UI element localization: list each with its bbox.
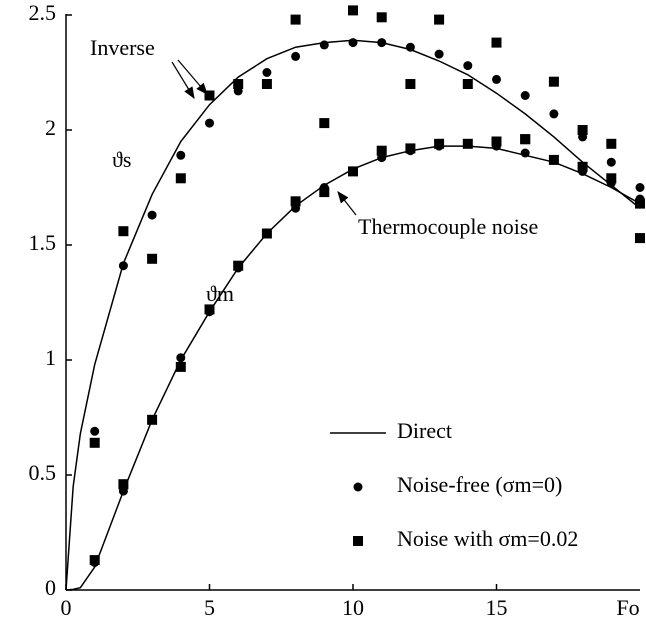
noisy-point	[147, 253, 158, 264]
noise-free-point	[635, 183, 645, 192]
noise-free-point	[176, 150, 186, 160]
noisy-point	[89, 437, 100, 448]
noisy-point	[635, 233, 645, 244]
noise-free-point	[147, 210, 157, 220]
noisy-point	[405, 143, 416, 154]
curve-label: ϑs	[112, 147, 131, 172]
noise-free-point	[291, 51, 301, 61]
noise-free-point	[549, 109, 559, 119]
noisy-point	[261, 79, 272, 89]
y-tick-label: 2	[45, 115, 56, 140]
noise-free-point	[118, 261, 128, 271]
noisy-point	[434, 138, 445, 149]
noisy-point	[577, 161, 588, 172]
y-tick-label: 1	[45, 345, 56, 370]
y-tick-label: 0	[45, 575, 56, 600]
noisy-point	[376, 145, 387, 156]
noisy-point	[147, 414, 158, 425]
noisy-point	[118, 226, 129, 237]
noisy-point	[233, 260, 244, 271]
annotation: Thermocouple noise	[358, 214, 538, 239]
x-axis-label: Fo	[616, 595, 639, 620]
noisy-point	[635, 198, 645, 209]
legend-marker	[353, 536, 363, 546]
x-tick-label: 0	[61, 595, 72, 620]
legend-label: Noise-free (σm=0)	[397, 472, 562, 497]
noisy-point	[175, 361, 186, 372]
noise-free-point	[434, 49, 444, 59]
noisy-point	[204, 90, 215, 101]
noisy-point	[204, 304, 215, 315]
noise-free-point	[205, 118, 214, 128]
noise-free-point	[377, 38, 387, 48]
noisy-point	[491, 136, 502, 147]
noisy-point	[319, 118, 330, 129]
noisy-point	[434, 14, 445, 25]
noise-free-point	[262, 68, 272, 77]
noisy-point	[462, 79, 473, 89]
noise-free-point	[319, 40, 329, 50]
noisy-point	[548, 154, 559, 165]
noisy-point	[405, 79, 416, 89]
arrow	[171, 61, 195, 100]
noise-free-point	[176, 353, 186, 363]
noisy-point	[348, 5, 358, 16]
y-tick-label: 1.5	[29, 230, 57, 255]
noisy-point	[606, 173, 617, 184]
annotation: Inverse	[90, 35, 155, 60]
noise-free-point	[520, 91, 530, 100]
noisy-point	[520, 134, 531, 145]
y-tick-label: 0.5	[29, 460, 57, 485]
noise-free-point	[492, 74, 501, 84]
noisy-point	[376, 12, 387, 23]
curve-label: ϑm	[206, 281, 234, 306]
noise-free-point	[90, 426, 100, 436]
noisy-point	[290, 196, 301, 207]
noisy-point	[261, 228, 272, 239]
noisy-point	[175, 173, 186, 184]
arrow	[337, 191, 357, 216]
legend-label: Direct	[397, 418, 452, 443]
noisy-point	[233, 79, 244, 89]
x-tick-label: 10	[342, 595, 364, 620]
y-tick-label: 2.5	[29, 0, 57, 25]
x-tick-label: 5	[204, 595, 215, 620]
direct-line	[65, 39, 641, 591]
noisy-point	[319, 187, 330, 198]
noisy-point	[548, 76, 559, 87]
noise-free-point	[520, 148, 530, 158]
x-tick-label: 15	[486, 595, 508, 620]
noisy-point	[348, 166, 358, 177]
noisy-point	[290, 14, 301, 25]
noise-free-point	[606, 157, 616, 167]
legend-marker	[353, 482, 363, 492]
noisy-point	[89, 555, 100, 566]
noisy-point	[491, 37, 502, 48]
noisy-point	[606, 138, 617, 149]
arrow	[177, 59, 208, 95]
noise-free-point	[463, 61, 473, 71]
noise-free-point	[405, 42, 415, 52]
noise-free-point	[348, 38, 358, 48]
noisy-point	[118, 479, 129, 490]
legend-label: Noise with σm=0.02	[397, 526, 578, 551]
noisy-point	[577, 125, 588, 135]
noisy-point	[462, 138, 473, 149]
